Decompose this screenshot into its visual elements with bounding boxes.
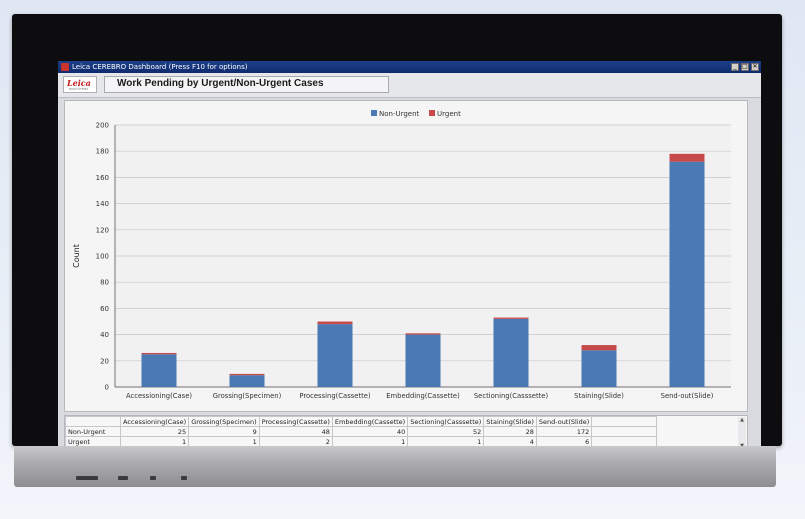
monitor-bezel: Leica CEREBRO Dashboard (Press F10 for o… bbox=[12, 14, 782, 454]
legend-entry: Non-Urgent bbox=[379, 110, 420, 118]
x-tick-label: Embedding(Cassette) bbox=[386, 392, 460, 400]
table-column-header[interactable]: Accessioning(Case) bbox=[119, 416, 190, 427]
table-column-header[interactable]: Sectioning(Casssette) bbox=[407, 416, 485, 427]
bar-non-urgent bbox=[229, 375, 265, 387]
bar-urgent bbox=[317, 321, 353, 325]
y-tick-label: 80 bbox=[100, 279, 109, 287]
leica-logo: Leica BIOSYSTEMS bbox=[63, 76, 97, 93]
table-cell: 52 bbox=[407, 426, 485, 437]
table-column-header[interactable]: Staining(Slide) bbox=[483, 416, 537, 427]
table-cell: 2 bbox=[258, 436, 333, 447]
y-axis-label: Count bbox=[72, 244, 81, 268]
table-cell: 6 bbox=[535, 436, 593, 447]
x-tick-label: Accessioning(Case) bbox=[126, 392, 192, 400]
app-window: Leica CEREBRO Dashboard (Press F10 for o… bbox=[58, 61, 761, 454]
table-row-label: Non-Urgent bbox=[65, 426, 121, 437]
x-tick-label: Send-out(Slide) bbox=[661, 392, 714, 400]
x-tick-label: Sectioning(Casssette) bbox=[474, 392, 549, 400]
table-cell: 9 bbox=[188, 426, 260, 437]
bar-urgent bbox=[229, 373, 265, 376]
adjust-control-button[interactable] bbox=[150, 476, 156, 480]
bar-urgent bbox=[669, 153, 705, 162]
bar-non-urgent bbox=[141, 354, 177, 387]
x-tick-label: Grossing(Specimen) bbox=[213, 392, 282, 400]
table-cell: 48 bbox=[258, 426, 333, 437]
table-scrollbar[interactable]: ▲ ▼ bbox=[738, 417, 746, 449]
y-tick-label: 120 bbox=[96, 226, 109, 234]
data-table: Accessioning(Case) Grossing(Specimen) Proc… bbox=[65, 416, 658, 447]
x-tick-label: Staining(Slide) bbox=[574, 392, 624, 400]
table-cell: 40 bbox=[331, 426, 409, 437]
legend-swatch-urgent bbox=[429, 110, 435, 116]
table-cell: 4 bbox=[483, 436, 537, 447]
dashboard-header: Leica BIOSYSTEMS Work Pending by Urgent/… bbox=[58, 73, 761, 98]
bar-non-urgent bbox=[493, 318, 529, 387]
scroll-up-icon[interactable]: ▲ bbox=[740, 417, 744, 423]
table-cell: 172 bbox=[535, 426, 593, 437]
logo-wordmark: Leica bbox=[67, 78, 91, 88]
data-table-panel: Accessioning(Case) Grossing(Specimen) Proc… bbox=[64, 415, 748, 451]
table-corner-cell bbox=[65, 416, 121, 427]
table-column-header[interactable]: Embedding(Cassette) bbox=[331, 416, 409, 427]
bar-non-urgent bbox=[405, 334, 441, 387]
menu-control-button[interactable] bbox=[118, 476, 128, 480]
window-title: Leica CEREBRO Dashboard (Press F10 for o… bbox=[72, 63, 248, 71]
bar-urgent bbox=[581, 345, 617, 351]
table-column-header[interactable]: Processing(Cassette) bbox=[258, 416, 333, 427]
table-cell: 25 bbox=[119, 426, 190, 437]
window-titlebar: Leica CEREBRO Dashboard (Press F10 for o… bbox=[58, 61, 761, 73]
table-filler-header bbox=[591, 416, 658, 427]
y-tick-label: 40 bbox=[100, 331, 109, 339]
maximize-button[interactable]: □ bbox=[741, 63, 749, 71]
table-row: Non-Urgent 25 9 48 40 52 28 172 bbox=[65, 426, 658, 437]
y-tick-label: 180 bbox=[96, 148, 109, 156]
legend-swatch-non-urgent bbox=[371, 110, 377, 116]
bar-urgent bbox=[493, 317, 529, 319]
table-cell: 1 bbox=[188, 436, 260, 447]
legend-entry: Urgent bbox=[437, 110, 461, 118]
table-cell: 1 bbox=[119, 436, 190, 447]
page-title-box: Work Pending by Urgent/Non-Urgent Cases bbox=[104, 76, 389, 93]
minimize-button[interactable]: _ bbox=[731, 63, 739, 71]
logo-subtext: BIOSYSTEMS bbox=[69, 87, 89, 91]
table-header-row: Accessioning(Case) Grossing(Specimen) Proc… bbox=[65, 416, 658, 427]
app-icon bbox=[61, 63, 69, 71]
table-cell: 1 bbox=[331, 436, 409, 447]
close-button[interactable]: ✕ bbox=[751, 63, 759, 71]
table-cell: 28 bbox=[483, 426, 537, 437]
table-row-label: Urgent bbox=[65, 436, 121, 447]
bar-non-urgent bbox=[581, 350, 617, 387]
table-cell: 1 bbox=[407, 436, 485, 447]
monitor-base bbox=[14, 446, 776, 487]
y-tick-label: 20 bbox=[100, 357, 109, 365]
table-column-header[interactable]: Grossing(Specimen) bbox=[188, 416, 260, 427]
input-control-button[interactable] bbox=[181, 476, 187, 480]
y-tick-label: 200 bbox=[96, 122, 109, 130]
bar-urgent bbox=[141, 352, 177, 355]
bar-non-urgent bbox=[317, 324, 353, 387]
table-filler-cell bbox=[591, 436, 658, 447]
y-tick-label: 0 bbox=[105, 384, 109, 392]
chart-panel: 0 20 40 60 80 100 120 140 160 180 200 Count Accessio… bbox=[64, 100, 748, 412]
y-tick-label: 160 bbox=[96, 174, 109, 182]
table-column-header[interactable]: Send-out(Slide) bbox=[535, 416, 593, 427]
table-filler-cell bbox=[591, 426, 658, 437]
table-row: Urgent 1 1 2 1 1 4 6 bbox=[65, 436, 658, 447]
y-tick-label: 140 bbox=[96, 200, 109, 208]
bar-urgent bbox=[405, 333, 441, 335]
stacked-bar-chart: 0 20 40 60 80 100 120 140 160 180 200 Count Accessio… bbox=[72, 110, 731, 400]
page-title: Work Pending by Urgent/Non-Urgent Cases bbox=[117, 78, 324, 89]
y-tick-label: 60 bbox=[100, 305, 109, 313]
y-tick-label: 100 bbox=[96, 253, 109, 261]
bar-non-urgent bbox=[669, 161, 705, 387]
power-indicator bbox=[76, 476, 98, 480]
x-tick-label: Processing(Cassette) bbox=[299, 392, 371, 400]
